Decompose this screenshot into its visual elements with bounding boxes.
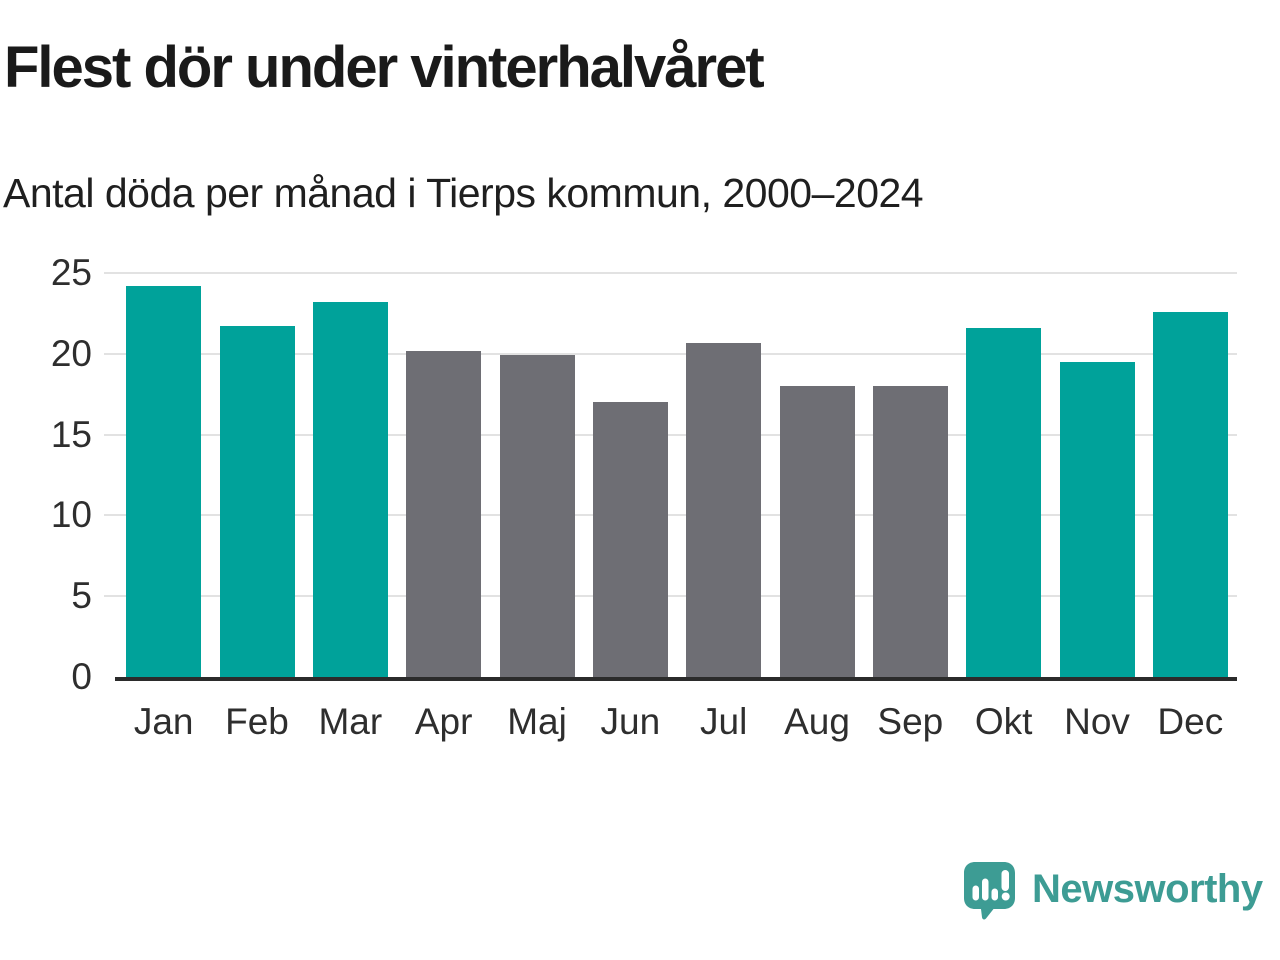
y-tick-label-0: 0 [71, 656, 92, 697]
bar-nov [1059, 361, 1135, 677]
chart-title: Flest dör under vinterhalvåret [4, 35, 765, 100]
bar-dec [1152, 311, 1228, 677]
bar-maj [499, 355, 575, 677]
y-tick-label-5: 5 [71, 575, 92, 617]
x-tick-label-sep: Sep [877, 701, 944, 742]
x-tick-label-dec: Dec [1157, 701, 1224, 742]
x-tick-label-mar: Mar [318, 701, 383, 742]
bar-feb [219, 326, 295, 677]
gridline-25 [104, 272, 1237, 274]
y-tick-label-15: 15 [50, 413, 92, 455]
bar-sep [872, 386, 948, 677]
gridline-5 [104, 595, 1237, 598]
chart-subtitle: Antal döda per månad i Tierps kommun, 20… [3, 170, 924, 216]
y-tick-label-10: 10 [50, 494, 92, 536]
x-tick-label-jan: Jan [133, 701, 194, 742]
x-tick-label-okt: Okt [974, 701, 1033, 742]
x-tick-label-apr: Apr [414, 701, 473, 742]
bar-jul [686, 342, 762, 677]
bar-chart-speech-bubble-icon [964, 862, 1015, 920]
gridline-15 [104, 433, 1237, 436]
bar-okt [966, 327, 1042, 677]
gridline-20 [104, 352, 1237, 355]
bar-aug [779, 386, 855, 677]
x-axis: Jan Feb Mar Apr Maj Jun Jul Aug Sep Okt Nov Dec [117, 700, 1237, 750]
bar-apr [406, 350, 482, 677]
bar-mar [312, 302, 388, 677]
y-axis: 0 5 10 15 20 25 [28, 252, 92, 697]
y-tick-label-25: 25 [50, 252, 92, 293]
bar-jan [126, 285, 202, 677]
y-tick-label-20: 20 [50, 332, 92, 374]
x-tick-label-jul: Jul [700, 701, 748, 742]
x-tick-label-maj: Maj [507, 701, 567, 742]
newsworthy-logo-text: Newsworthy [1032, 867, 1263, 911]
x-tick-label-feb: Feb [225, 701, 289, 742]
x-axis-line [115, 677, 1237, 681]
plot-area [104, 272, 1237, 677]
newsworthy-logo: Newsworthy [963, 861, 1263, 922]
bar-jun [592, 402, 668, 677]
gridline-10 [104, 514, 1237, 517]
x-tick-label-jun: Jun [600, 701, 661, 742]
x-tick-label-nov: Nov [1064, 701, 1130, 742]
x-tick-label-aug: Aug [784, 701, 850, 742]
